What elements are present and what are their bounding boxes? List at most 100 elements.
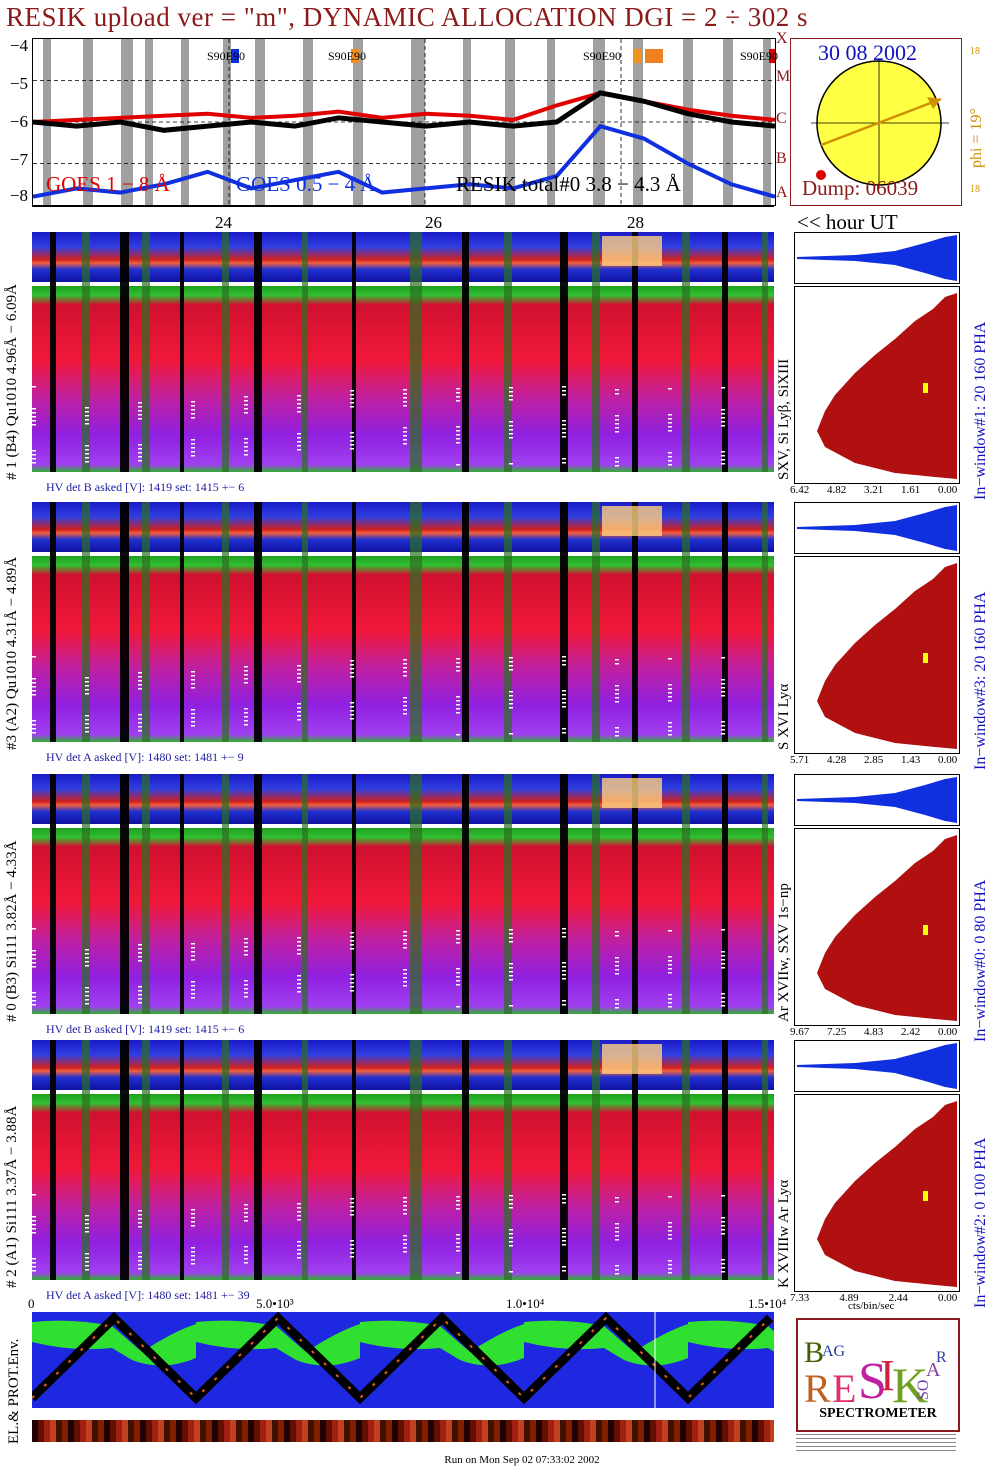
strip-cell (494, 1420, 500, 1442)
speckle (191, 455, 195, 457)
logo-letter: R (804, 1366, 831, 1411)
speckle (85, 677, 89, 679)
speckle (350, 978, 354, 980)
speckle (244, 942, 248, 944)
strip-cell (50, 1420, 56, 1442)
speckle (615, 701, 619, 703)
speckle (456, 1238, 460, 1240)
speckle (615, 659, 619, 661)
speckle (138, 680, 142, 682)
pha-svg (817, 563, 957, 749)
speckle (32, 928, 36, 930)
speckle (721, 967, 725, 969)
data-gap-stripe (50, 1040, 56, 1280)
speckle (615, 663, 619, 665)
spectrogram (32, 556, 774, 742)
speckle (244, 678, 248, 680)
speckle (509, 1229, 513, 1231)
strip-cell (404, 1420, 410, 1442)
speckle (32, 992, 36, 994)
speckle (562, 698, 566, 700)
speckle (721, 425, 725, 427)
speckle (244, 724, 248, 726)
speckle (297, 953, 301, 955)
speckle (32, 1270, 36, 1272)
speckle (191, 683, 195, 685)
data-gap-stripe (302, 774, 308, 1014)
pha-small-svg (797, 777, 957, 823)
speckle (509, 1005, 513, 1007)
strip-cell (38, 1420, 44, 1442)
speckle (32, 1194, 36, 1196)
speckle (32, 454, 36, 456)
speckle (509, 1237, 513, 1239)
speckle (244, 438, 248, 440)
speckle (562, 1194, 566, 1196)
speckle (297, 941, 301, 943)
strip-cell (140, 1420, 146, 1442)
speckle (32, 420, 36, 422)
speckle (721, 1259, 725, 1261)
speckle (509, 1245, 513, 1247)
speckle (562, 694, 566, 696)
speckle (509, 971, 513, 973)
speckle (562, 428, 566, 430)
speckle (403, 1243, 407, 1245)
speckle (244, 400, 248, 402)
speckle (297, 441, 301, 443)
speckle (138, 414, 142, 416)
pha-window-marker (923, 925, 928, 935)
strip-cell (68, 1420, 74, 1442)
speckle (32, 962, 36, 964)
speckle (562, 932, 566, 934)
speckle (350, 676, 354, 678)
speckle (668, 1272, 672, 1274)
hour-ut-label: << hour UT (797, 210, 898, 234)
pha-svg (817, 293, 957, 479)
pointing-marker: S90E90 (740, 49, 779, 63)
data-gap-stripe (120, 232, 129, 472)
speckle (615, 965, 619, 967)
speckle (32, 682, 36, 684)
goes-class-letter: M (776, 68, 791, 85)
strip-cell (500, 1420, 506, 1442)
strip-cell (548, 1420, 554, 1442)
speckle (350, 1248, 354, 1250)
data-gap-stripe (682, 232, 690, 472)
speckle (85, 991, 89, 993)
in-window-label: In−window#2: 0 100 PHA (972, 1137, 989, 1308)
speckle (509, 691, 513, 693)
speckle (668, 1222, 672, 1224)
speckle (244, 1220, 248, 1222)
strip-cell (686, 1420, 692, 1442)
speckle (721, 951, 725, 953)
spectral-lines-label: SXV, Si Lyβ, SiXIII (776, 358, 792, 480)
data-gap-band (763, 39, 771, 205)
speckle (509, 1271, 513, 1273)
speckle (85, 407, 89, 409)
speckle (509, 941, 513, 943)
speckle (403, 675, 407, 677)
speckle (721, 687, 725, 689)
data-gap-stripe (142, 232, 150, 472)
speckle (297, 991, 301, 993)
pha-tick: 2.44 (888, 1292, 908, 1304)
speckle (403, 401, 407, 403)
time-tick: 26 (425, 213, 442, 232)
speckle (721, 993, 725, 995)
strip-cell (710, 1420, 716, 1442)
speckle (721, 455, 725, 457)
series-line (33, 123, 775, 199)
speckle (403, 389, 407, 391)
speckle (721, 679, 725, 681)
strip-cell (266, 1420, 272, 1442)
speckle (721, 733, 725, 735)
speckle (191, 709, 195, 711)
speckle (456, 1242, 460, 1244)
speckle (350, 990, 354, 992)
speckle (138, 1002, 142, 1004)
speckle (615, 689, 619, 691)
speckle (32, 966, 36, 968)
speckle (721, 1233, 725, 1235)
speckle (244, 1216, 248, 1218)
